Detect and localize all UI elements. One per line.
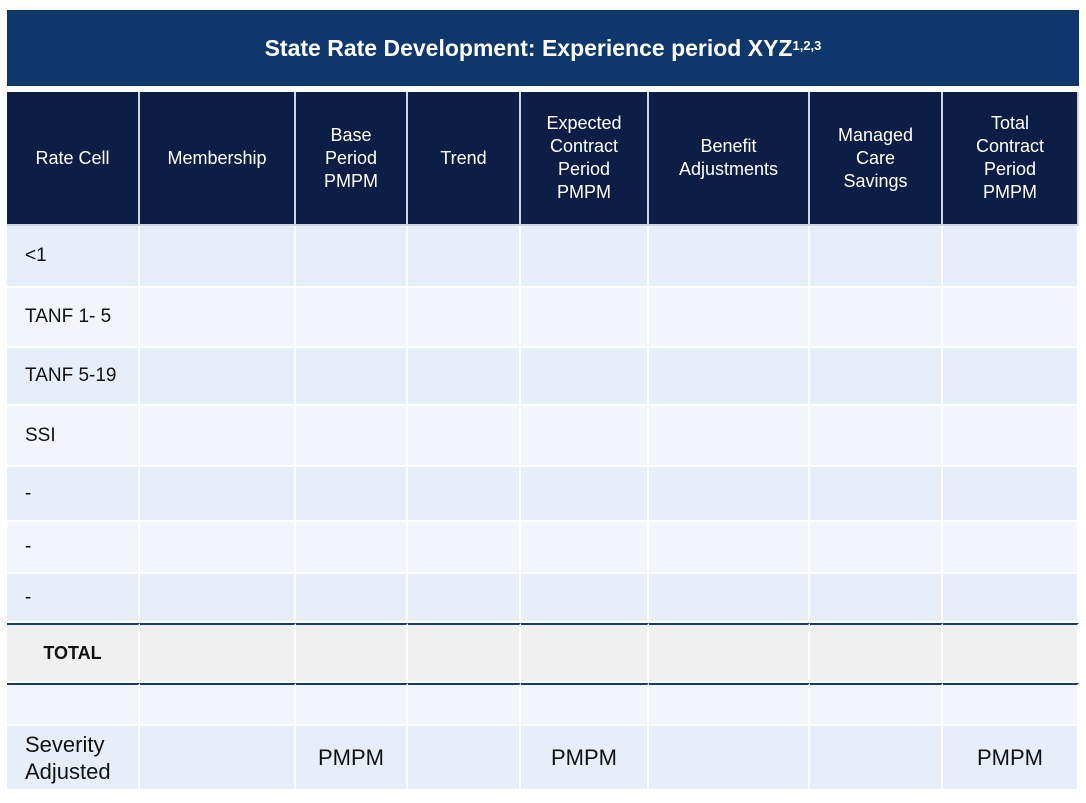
table-cell <box>649 726 810 791</box>
table-cell <box>649 288 810 348</box>
spacer-cell <box>943 683 1079 726</box>
total-cell <box>296 623 408 683</box>
column-header: Membership <box>140 92 296 226</box>
column-header: Rate Cell <box>7 92 140 226</box>
table-cell <box>140 288 296 348</box>
table-cell <box>140 226 296 288</box>
total-cell <box>649 623 810 683</box>
table-cell <box>296 406 408 467</box>
pmpm-label: PMPM <box>296 726 408 791</box>
table-cell <box>521 406 649 467</box>
table-cell <box>649 406 810 467</box>
spacer-cell <box>140 683 296 726</box>
table-cell <box>408 226 521 288</box>
column-header: Total Contract Period PMPM <box>943 92 1079 226</box>
table-cell <box>810 574 943 623</box>
table-title: State Rate Development: Experience perio… <box>7 10 1079 86</box>
table-cell <box>140 348 296 406</box>
column-header: Benefit Adjustments <box>649 92 810 226</box>
column-header: Trend <box>408 92 521 226</box>
table-cell <box>810 726 943 791</box>
table-cell <box>408 726 521 791</box>
total-cell <box>408 623 521 683</box>
table-cell <box>296 467 408 522</box>
table-cell <box>140 406 296 467</box>
table-cell <box>521 226 649 288</box>
table-cell <box>810 522 943 574</box>
pmpm-label: PMPM <box>943 726 1079 791</box>
rate-development-table: Rate Cell Membership Base Period PMPM Trend… <box>7 92 1079 791</box>
table-cell <box>296 574 408 623</box>
table-cell <box>521 522 649 574</box>
table-cell <box>810 467 943 522</box>
table-cell <box>140 726 296 791</box>
spacer-cell <box>296 683 408 726</box>
table-cell <box>649 226 810 288</box>
table-cell <box>943 226 1079 288</box>
total-cell <box>810 623 943 683</box>
table-cell <box>521 288 649 348</box>
table-cell <box>521 348 649 406</box>
column-header: Expected Contract Period PMPM <box>521 92 649 226</box>
table-cell <box>521 467 649 522</box>
spacer-cell <box>810 683 943 726</box>
table-cell <box>649 348 810 406</box>
table-cell <box>408 467 521 522</box>
spacer-cell <box>408 683 521 726</box>
total-cell <box>943 623 1079 683</box>
table-cell <box>408 574 521 623</box>
table-cell <box>140 522 296 574</box>
table-cell <box>649 467 810 522</box>
rate-cell-label: SSI <box>7 406 140 467</box>
table-cell <box>649 522 810 574</box>
table-cell <box>296 288 408 348</box>
total-cell <box>140 623 296 683</box>
rate-cell-label: TANF 1- 5 <box>7 288 140 348</box>
spacer-cell <box>521 683 649 726</box>
title-text: State Rate Development: Experience perio… <box>264 34 793 61</box>
table-cell <box>943 522 1079 574</box>
table-cell <box>140 574 296 623</box>
table-cell <box>649 574 810 623</box>
rate-cell-label: - <box>7 522 140 574</box>
column-header: Managed Care Savings <box>810 92 943 226</box>
table-cell <box>408 288 521 348</box>
table-cell <box>943 288 1079 348</box>
table-cell <box>408 522 521 574</box>
table-cell <box>521 574 649 623</box>
total-cell <box>521 623 649 683</box>
title-footnote-refs: 1,2,3 <box>792 37 822 53</box>
table-cell <box>296 522 408 574</box>
spacer-cell <box>7 683 140 726</box>
pmpm-label: PMPM <box>521 726 649 791</box>
table-cell <box>810 226 943 288</box>
rate-cell-label: - <box>7 574 140 623</box>
table-cell <box>140 467 296 522</box>
table-cell <box>943 348 1079 406</box>
table-cell <box>943 574 1079 623</box>
table-cell <box>408 348 521 406</box>
table-cell <box>296 348 408 406</box>
table-cell <box>810 406 943 467</box>
table-cell <box>296 226 408 288</box>
column-header: Base Period PMPM <box>296 92 408 226</box>
total-label: TOTAL <box>7 623 140 683</box>
table-cell <box>408 406 521 467</box>
table-cell <box>943 406 1079 467</box>
spacer-cell <box>649 683 810 726</box>
rate-cell-label: <1 <box>7 226 140 288</box>
table-cell <box>810 348 943 406</box>
rate-cell-label: TANF 5-19 <box>7 348 140 406</box>
severity-adjusted-label: Severity Adjusted <box>7 726 140 791</box>
table-cell <box>943 467 1079 522</box>
rate-cell-label: - <box>7 467 140 522</box>
table-cell <box>810 288 943 348</box>
